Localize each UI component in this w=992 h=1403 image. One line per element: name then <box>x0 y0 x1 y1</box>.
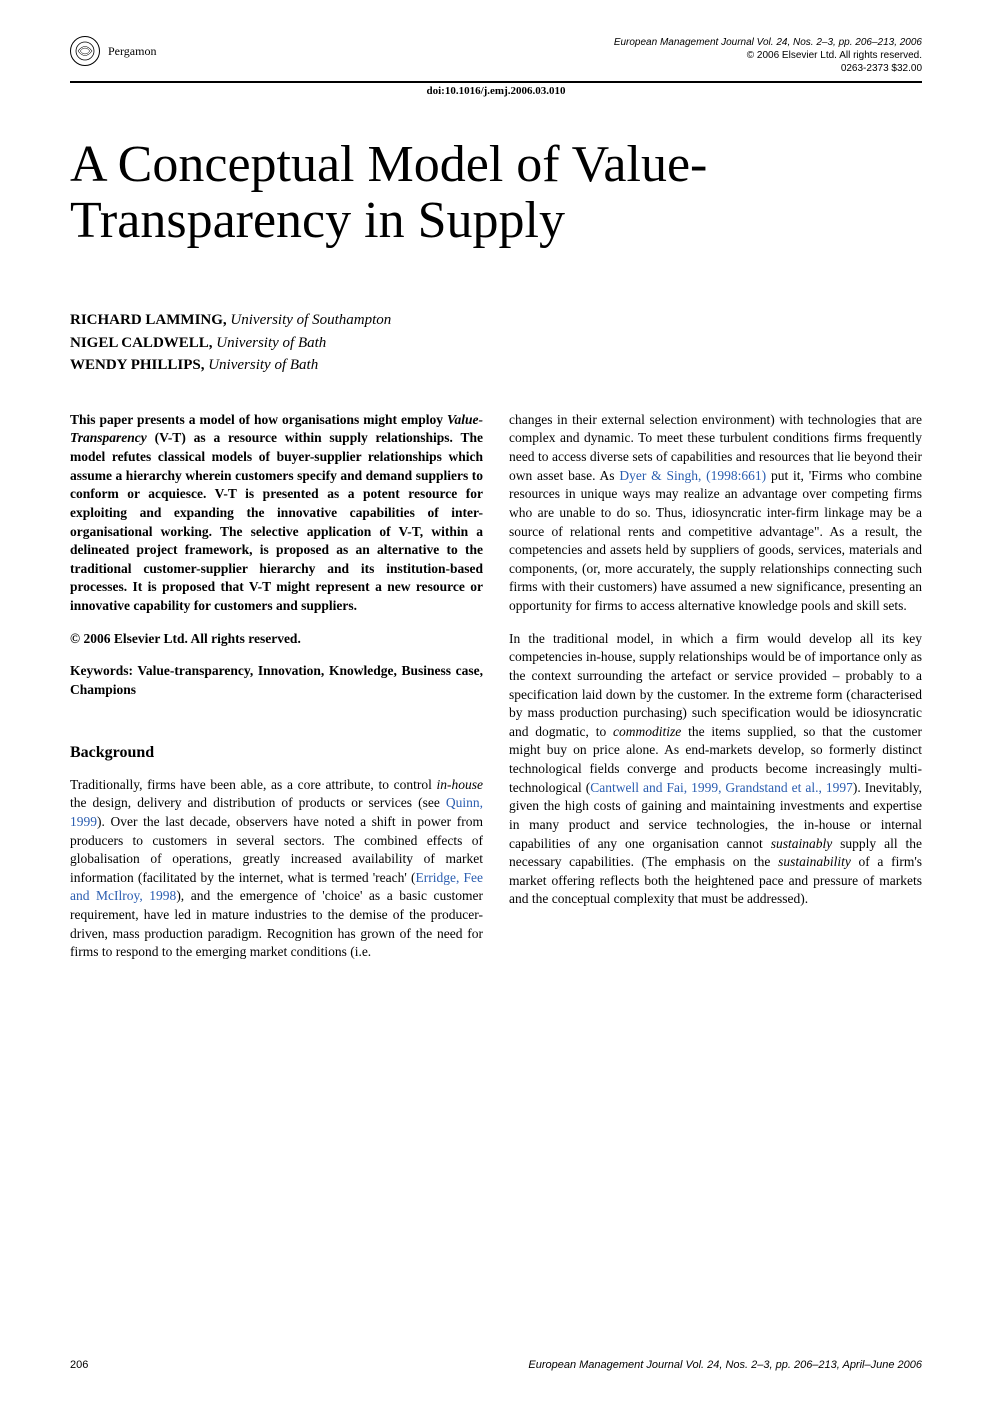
author-name: WENDY PHILLIPS, <box>70 357 204 373</box>
author-name: NIGEL CALDWELL, <box>70 335 213 351</box>
body-paragraph: changes in their external selection envi… <box>509 411 922 616</box>
journal-citation: European Management Journal Vol. 24, Nos… <box>614 36 922 49</box>
article-title: A Conceptual Model of Value-Transparency… <box>70 137 922 249</box>
pergamon-logo-icon <box>70 36 100 66</box>
abstract: This paper presents a model of how organ… <box>70 411 483 616</box>
running-footer: European Management Journal Vol. 24, Nos… <box>528 1359 922 1371</box>
author: NIGEL CALDWELL, University of Bath <box>70 332 922 355</box>
author-affiliation: University of Bath <box>208 357 318 373</box>
body-text: the design, delivery and distribution of… <box>70 795 446 810</box>
keywords: Keywords: Value-transparency, Innovation… <box>70 662 483 699</box>
journal-header: Pergamon European Management Journal Vol… <box>70 36 922 83</box>
author: RICHARD LAMMING, University of Southampt… <box>70 309 922 332</box>
left-column: This paper presents a model of how organ… <box>70 411 483 976</box>
citation-link[interactable]: Cantwell and Fai, 1999, Grandstand et al… <box>590 780 853 795</box>
author-list: RICHARD LAMMING, University of Southampt… <box>70 309 922 377</box>
citation-link[interactable]: Dyer & Singh, (1998:661) <box>619 468 766 483</box>
abstract-text: (V-T) as a resource within supply relati… <box>70 430 483 613</box>
body-columns: This paper presents a model of how organ… <box>70 411 922 976</box>
section-heading-background: Background <box>70 742 483 764</box>
body-text: Traditionally, firms have been able, as … <box>70 777 437 792</box>
journal-issn: 0263-2373 $32.00 <box>614 62 922 75</box>
body-text: put it, 'Firms who combine resources in … <box>509 468 922 613</box>
author-name: RICHARD LAMMING, <box>70 312 227 328</box>
abstract-copyright: © 2006 Elsevier Ltd. All rights reserved… <box>70 630 483 649</box>
author: WENDY PHILLIPS, University of Bath <box>70 354 922 377</box>
journal-copyright: © 2006 Elsevier Ltd. All rights reserved… <box>614 49 922 62</box>
right-column: changes in their external selection envi… <box>509 411 922 976</box>
body-em: sustainably <box>771 836 833 851</box>
doi: doi:10.1016/j.emj.2006.03.010 <box>70 85 922 97</box>
body-paragraph: Traditionally, firms have been able, as … <box>70 776 483 962</box>
abstract-text: This paper presents a model of how organ… <box>70 412 447 427</box>
body-em: commoditize <box>613 724 681 739</box>
author-affiliation: University of Bath <box>216 335 326 351</box>
page-number: 206 <box>70 1359 88 1371</box>
page-footer: 206 European Management Journal Vol. 24,… <box>70 1359 922 1371</box>
publisher-name: Pergamon <box>108 44 156 59</box>
publisher-block: Pergamon <box>70 36 156 66</box>
author-affiliation: University of Southampton <box>230 312 391 328</box>
body-em: sustainability <box>778 854 851 869</box>
body-paragraph: In the traditional model, in which a fir… <box>509 630 922 909</box>
body-em: in-house <box>437 777 484 792</box>
journal-meta: European Management Journal Vol. 24, Nos… <box>614 36 922 75</box>
body-text: In the traditional model, in which a fir… <box>509 631 922 739</box>
